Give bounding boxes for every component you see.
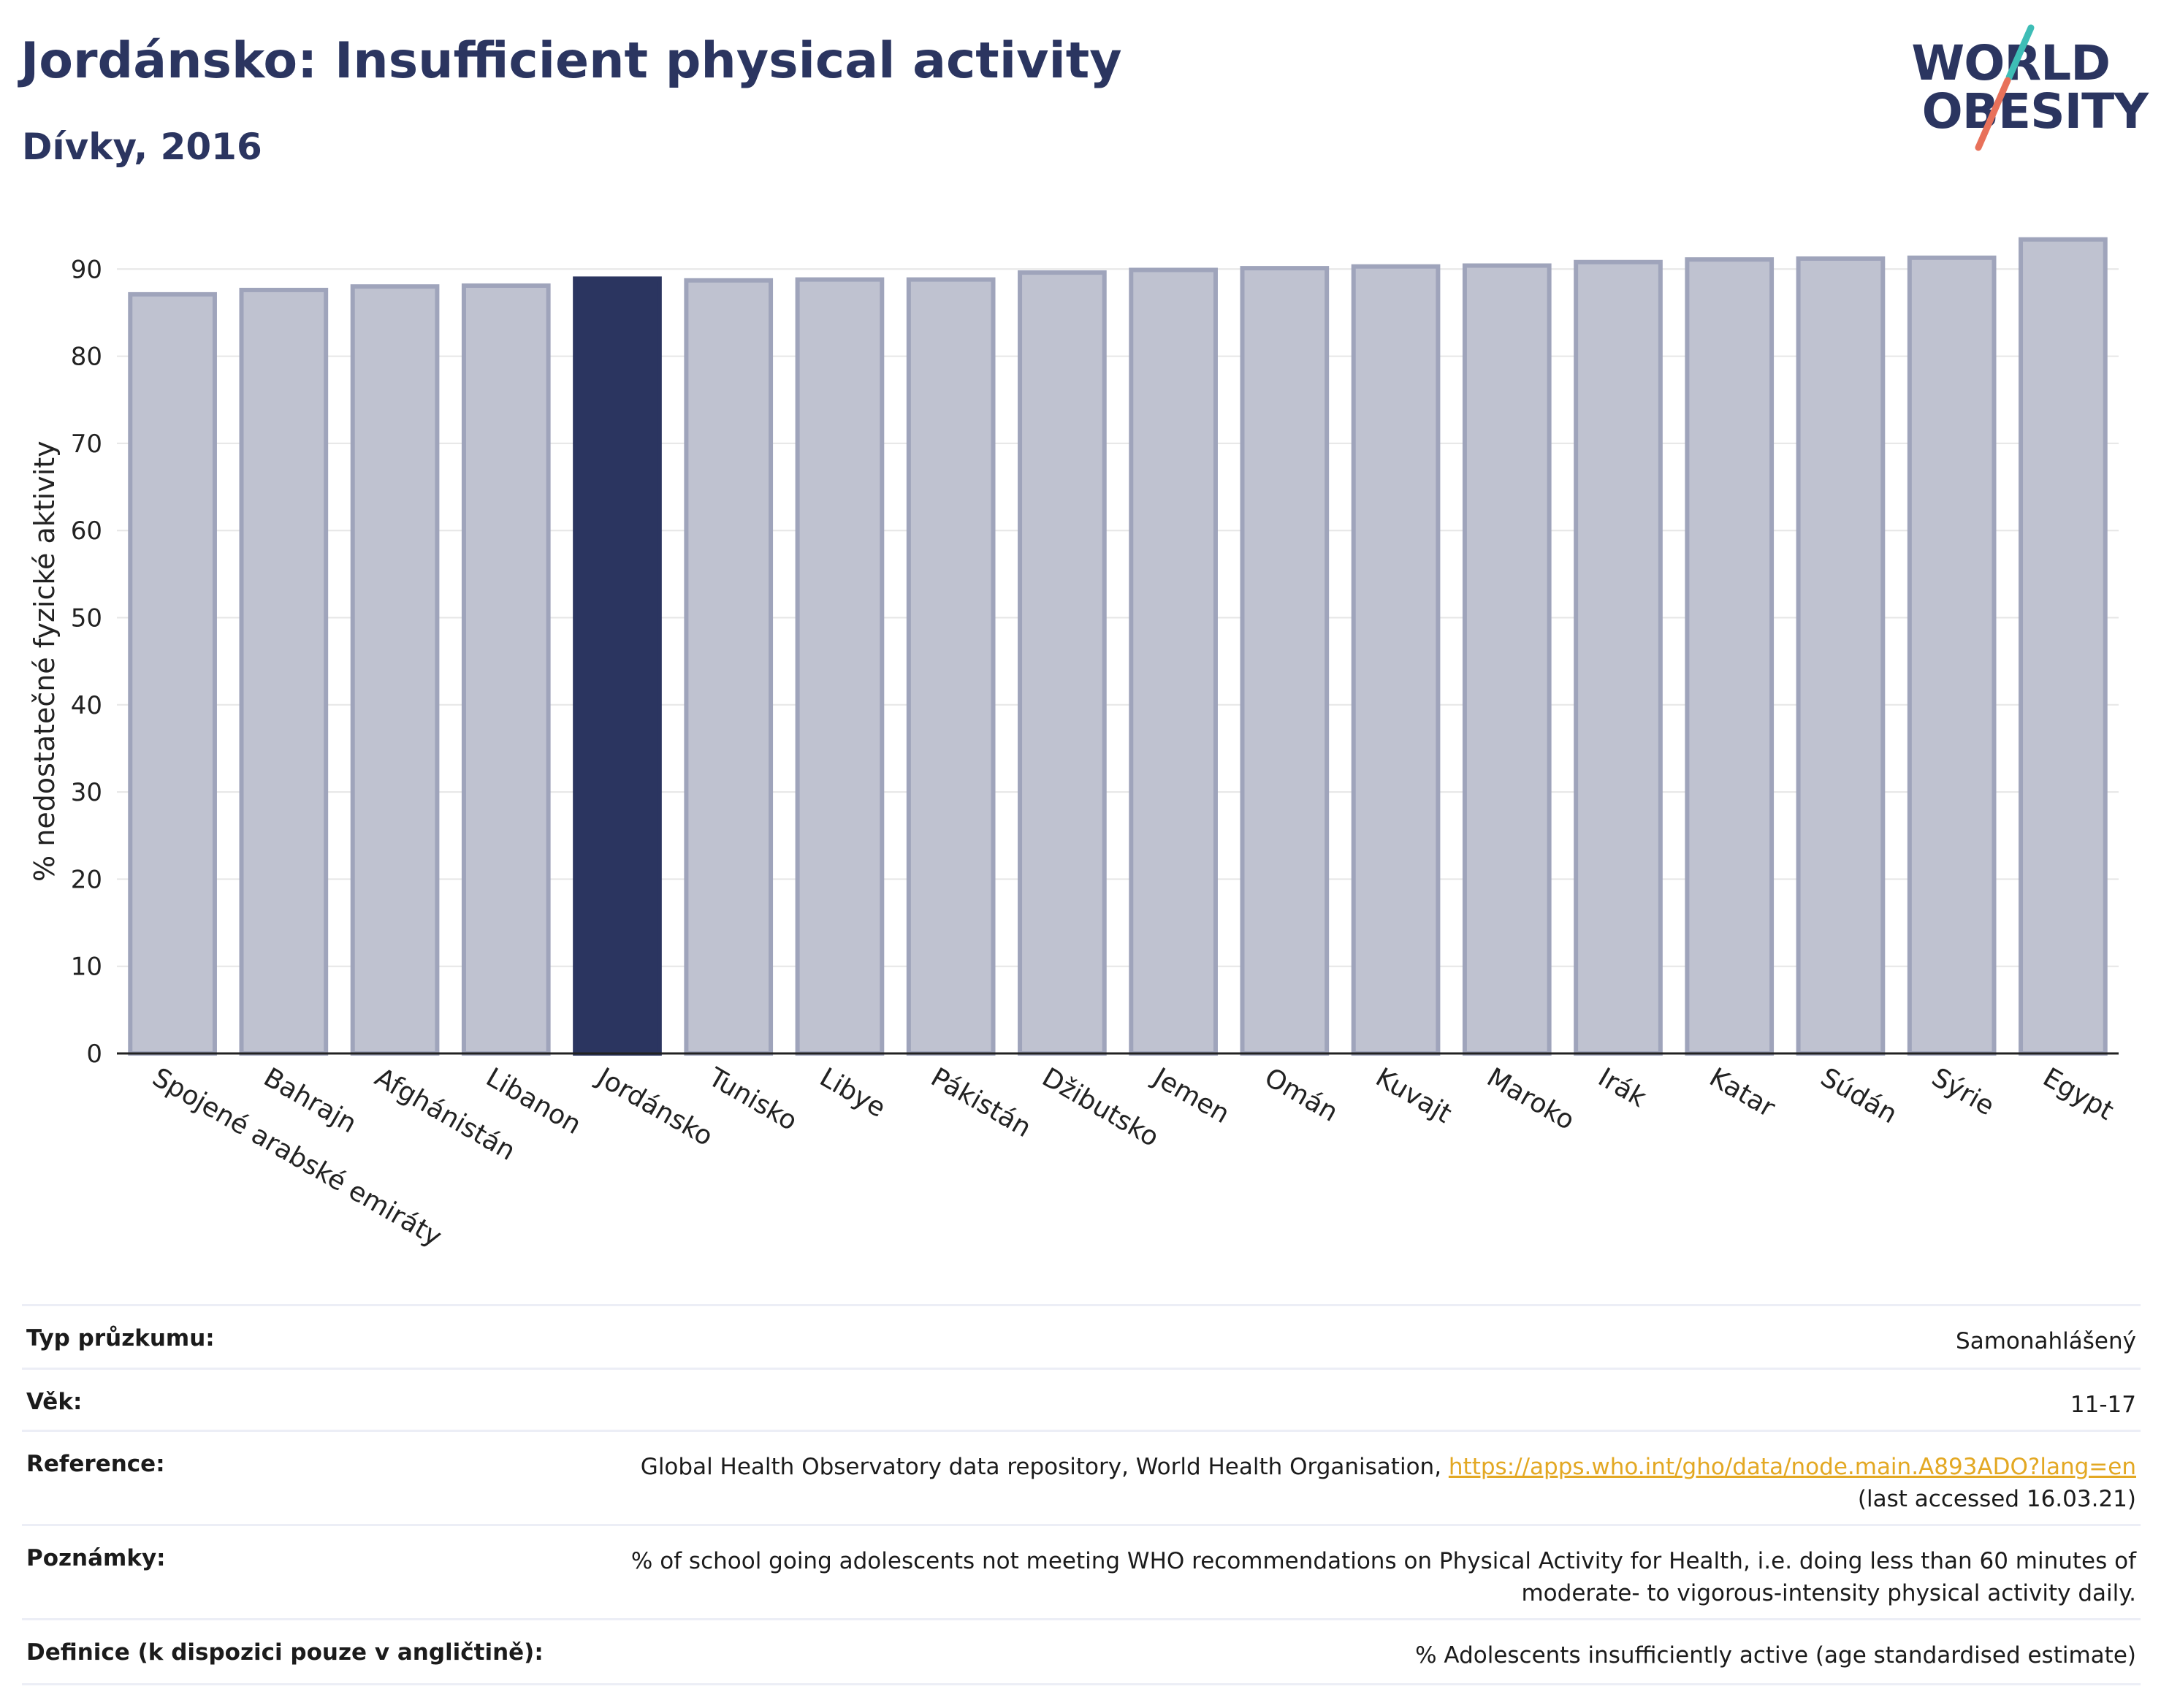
x-tick-label: Džibutsko <box>1037 1062 1164 1153</box>
bar <box>350 284 440 1056</box>
reference-text: Global Health Observatory data repositor… <box>640 1454 1449 1480</box>
y-tick-label: 10 <box>71 953 102 982</box>
meta-row-notes: Poznámky: % of school going adolescents … <box>22 1524 2141 1620</box>
logo-slash-icon <box>1975 24 2035 151</box>
y-tick-label: 80 <box>71 343 102 372</box>
x-tick-label: Jemen <box>1147 1061 1235 1129</box>
x-tick-label: Sýrie <box>1926 1062 1999 1121</box>
notes-line-2: moderate- to vigorous-intensity physical… <box>1521 1580 2136 1606</box>
x-tick-label: Súdán <box>1815 1062 1902 1129</box>
bar <box>795 277 885 1056</box>
bar <box>573 276 662 1056</box>
bar <box>906 277 996 1056</box>
x-tick-label: Kuvajt <box>1371 1062 1457 1129</box>
bar <box>461 283 551 1056</box>
notes-line-1: % of school going adolescents not meetin… <box>630 1548 2136 1574</box>
bar <box>128 291 217 1056</box>
meta-value: % Adolescents insufficiently active (age… <box>586 1618 2141 1685</box>
meta-label: Poznámky: <box>22 1524 586 1620</box>
x-tick-label: Omán <box>1259 1062 1343 1128</box>
meta-row-survey-type: Typ průzkumu: Samonahlášený <box>22 1304 2141 1369</box>
meta-row-age: Věk: 11-17 <box>22 1368 2141 1431</box>
meta-label: Typ průzkumu: <box>22 1304 586 1369</box>
y-tick-label: 40 <box>71 691 102 720</box>
y-tick-label: 90 <box>71 255 102 284</box>
meta-row-definition: Definice (k dispozici pouze v angličtině… <box>22 1618 2141 1685</box>
bar <box>1129 267 1218 1056</box>
bar <box>2019 237 2108 1056</box>
logo-line-2: OBESITY <box>1921 83 2149 140</box>
meta-row-reference: Reference: Global Health Observatory dat… <box>22 1430 2141 1525</box>
page-subtitle: Dívky, 2016 <box>22 126 262 168</box>
meta-value: % of school going adolescents not meetin… <box>586 1524 2141 1620</box>
page-title: Jordánsko: Insufficient physical activit… <box>20 32 1122 90</box>
bar <box>684 278 774 1056</box>
bar <box>1907 255 1997 1056</box>
x-tick-label: Pákistán <box>926 1062 1036 1143</box>
meta-value: Global Health Observatory data repositor… <box>586 1430 2141 1525</box>
y-tick-label: 0 <box>86 1040 102 1069</box>
logo-line-1: WORLD <box>1911 35 2111 91</box>
y-tick-label: 50 <box>71 604 102 633</box>
y-tick-label: 20 <box>71 865 102 894</box>
metadata-table: Typ průzkumu: Samonahlášený Věk: 11-17 R… <box>22 1304 2141 1685</box>
reference-link[interactable]: https://apps.who.int/gho/data/node.main.… <box>1448 1454 2136 1480</box>
bar <box>1351 264 1441 1056</box>
y-tick-label: 30 <box>71 778 102 807</box>
y-axis-label: % nedostatečné fyzické aktivity <box>28 441 61 882</box>
world-obesity-logo: WORLD OBESITY <box>1907 22 2149 153</box>
x-tick-label: Jordánsko <box>591 1061 718 1152</box>
bar <box>1240 266 1330 1056</box>
x-tick-label: Maroko <box>1482 1062 1579 1136</box>
bar <box>1685 257 1775 1056</box>
meta-label: Definice (k dispozici pouze v angličtině… <box>22 1618 586 1685</box>
meta-label: Reference: <box>22 1430 586 1525</box>
bar <box>1462 263 1552 1056</box>
y-tick-label: 70 <box>71 430 102 459</box>
reference-accessed: (last accessed 16.03.21) <box>1857 1486 2136 1512</box>
bar <box>1796 256 1886 1056</box>
bar <box>1018 270 1107 1056</box>
meta-value: Samonahlášený <box>586 1304 2141 1369</box>
meta-label: Věk: <box>22 1368 586 1431</box>
x-tick-label: Egypt <box>2038 1062 2118 1126</box>
meta-value: 11-17 <box>586 1368 2141 1431</box>
y-tick-label: 60 <box>71 516 102 546</box>
x-tick-label: Libye <box>815 1062 891 1124</box>
bar <box>239 287 329 1056</box>
bar <box>1574 259 1663 1056</box>
x-tick-label: Katar <box>1704 1062 1780 1124</box>
x-tick-label: Irák <box>1593 1062 1652 1113</box>
